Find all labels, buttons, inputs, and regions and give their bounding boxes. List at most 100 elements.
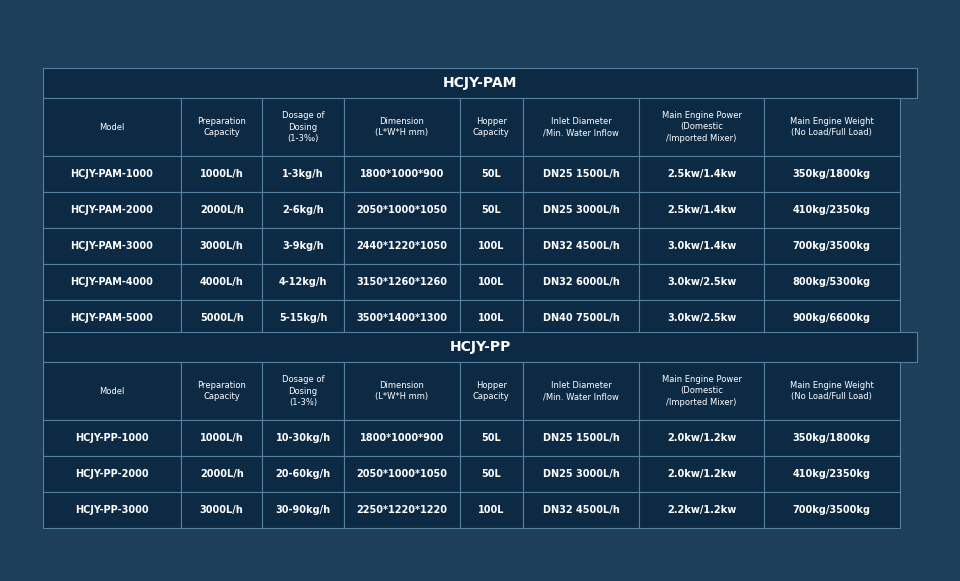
Text: 50L: 50L xyxy=(482,205,501,215)
Text: 410kg/2350kg: 410kg/2350kg xyxy=(793,205,871,215)
Bar xyxy=(344,362,460,420)
Bar xyxy=(523,300,639,336)
Bar xyxy=(262,156,344,192)
Text: 2050*1000*1050: 2050*1000*1050 xyxy=(356,205,447,215)
Bar xyxy=(344,264,460,300)
Text: Hopper
Capacity: Hopper Capacity xyxy=(473,381,510,401)
Bar xyxy=(262,98,344,156)
Bar xyxy=(181,264,262,300)
Bar xyxy=(639,300,764,336)
Text: 50L: 50L xyxy=(482,169,501,179)
Text: Hopper
Capacity: Hopper Capacity xyxy=(473,117,510,137)
Bar xyxy=(43,456,181,492)
Text: 2.2kw/1.2kw: 2.2kw/1.2kw xyxy=(667,505,736,515)
Bar xyxy=(181,228,262,264)
Bar xyxy=(181,98,262,156)
Text: Inlet Diameter
/Min. Water Inflow: Inlet Diameter /Min. Water Inflow xyxy=(543,381,619,401)
Text: 5000L/h: 5000L/h xyxy=(200,313,244,323)
Text: Preparation
Capacity: Preparation Capacity xyxy=(198,117,246,137)
Text: DN32 4500L/h: DN32 4500L/h xyxy=(542,241,619,251)
Bar xyxy=(181,300,262,336)
Text: 800kg/5300kg: 800kg/5300kg xyxy=(793,277,871,287)
Text: 100L: 100L xyxy=(478,241,505,251)
Text: 2.5kw/1.4kw: 2.5kw/1.4kw xyxy=(667,169,736,179)
Bar xyxy=(523,492,639,528)
Bar xyxy=(262,362,344,420)
Text: 3000L/h: 3000L/h xyxy=(200,241,244,251)
Text: 2.0kw/1.2kw: 2.0kw/1.2kw xyxy=(667,469,736,479)
Bar xyxy=(639,98,764,156)
Bar xyxy=(181,456,262,492)
Bar xyxy=(639,192,764,228)
Bar xyxy=(764,362,900,420)
Text: 3-9kg/h: 3-9kg/h xyxy=(282,241,324,251)
Text: 700kg/3500kg: 700kg/3500kg xyxy=(793,241,871,251)
Bar xyxy=(523,362,639,420)
Bar xyxy=(764,98,900,156)
Bar xyxy=(523,228,639,264)
Text: 3500*1400*1300: 3500*1400*1300 xyxy=(356,313,447,323)
Text: 50L: 50L xyxy=(482,469,501,479)
Bar xyxy=(460,300,523,336)
Text: HCJY-PAM-3000: HCJY-PAM-3000 xyxy=(71,241,154,251)
Text: 10-30kg/h: 10-30kg/h xyxy=(276,433,330,443)
Text: 3000L/h: 3000L/h xyxy=(200,505,244,515)
Bar xyxy=(43,300,181,336)
Bar xyxy=(523,456,639,492)
Text: 410kg/2350kg: 410kg/2350kg xyxy=(793,469,871,479)
Bar xyxy=(181,192,262,228)
Text: DN25 1500L/h: DN25 1500L/h xyxy=(542,169,619,179)
Bar xyxy=(262,492,344,528)
Bar xyxy=(460,192,523,228)
Text: 3150*1260*1260: 3150*1260*1260 xyxy=(356,277,447,287)
Bar xyxy=(639,156,764,192)
Bar xyxy=(43,492,181,528)
Bar xyxy=(523,156,639,192)
Text: HCJY-PAM-1000: HCJY-PAM-1000 xyxy=(71,169,154,179)
Bar xyxy=(181,420,262,456)
Bar xyxy=(460,420,523,456)
Bar xyxy=(181,156,262,192)
Text: DN40 7500L/h: DN40 7500L/h xyxy=(542,313,619,323)
Bar xyxy=(43,228,181,264)
Text: 1000L/h: 1000L/h xyxy=(200,169,244,179)
Text: 4-12kg/h: 4-12kg/h xyxy=(278,277,327,287)
Text: HCJY-PP: HCJY-PP xyxy=(449,340,511,354)
Bar xyxy=(344,492,460,528)
Bar xyxy=(460,98,523,156)
Text: 350kg/1800kg: 350kg/1800kg xyxy=(793,433,871,443)
Bar xyxy=(262,420,344,456)
Bar xyxy=(764,492,900,528)
Bar xyxy=(764,420,900,456)
Bar xyxy=(344,420,460,456)
Bar xyxy=(181,362,262,420)
Bar xyxy=(764,456,900,492)
Text: DN25 3000L/h: DN25 3000L/h xyxy=(542,205,619,215)
Bar xyxy=(262,300,344,336)
Text: HCJY-PAM-5000: HCJY-PAM-5000 xyxy=(71,313,154,323)
Bar xyxy=(460,156,523,192)
Bar xyxy=(639,228,764,264)
Text: DN25 3000L/h: DN25 3000L/h xyxy=(542,469,619,479)
Bar xyxy=(764,192,900,228)
Bar xyxy=(639,492,764,528)
Bar xyxy=(460,264,523,300)
Text: 1800*1000*900: 1800*1000*900 xyxy=(360,169,444,179)
Text: Model: Model xyxy=(99,123,125,131)
Text: 5-15kg/h: 5-15kg/h xyxy=(278,313,327,323)
Bar xyxy=(262,228,344,264)
Bar xyxy=(460,228,523,264)
Bar xyxy=(460,362,523,420)
Text: 3.0kw/2.5kw: 3.0kw/2.5kw xyxy=(667,313,736,323)
Bar xyxy=(523,420,639,456)
Bar xyxy=(639,264,764,300)
Text: 3.0kw/2.5kw: 3.0kw/2.5kw xyxy=(667,277,736,287)
Text: Main Engine Power
(Domestic
/Imported Mixer): Main Engine Power (Domestic /Imported Mi… xyxy=(661,375,741,407)
Bar xyxy=(764,156,900,192)
Bar xyxy=(639,420,764,456)
Text: Main Engine Power
(Domestic
/Imported Mixer): Main Engine Power (Domestic /Imported Mi… xyxy=(661,112,741,142)
Text: 100L: 100L xyxy=(478,313,505,323)
Bar xyxy=(262,192,344,228)
Text: Model: Model xyxy=(99,386,125,396)
Text: 1-3kg/h: 1-3kg/h xyxy=(282,169,324,179)
